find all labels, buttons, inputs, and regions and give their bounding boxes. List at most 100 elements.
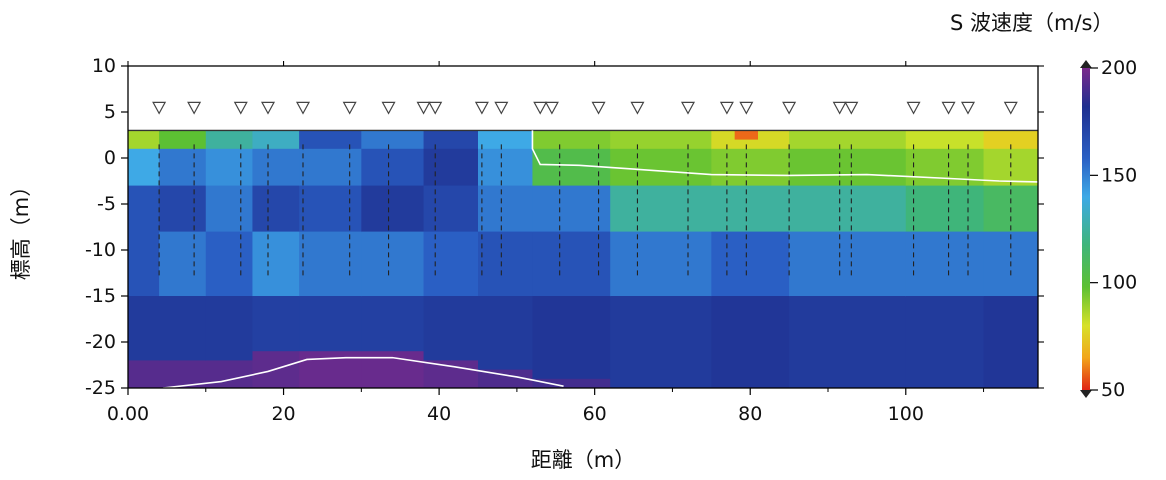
plot-overlays: [128, 101, 1039, 389]
velocity-cell: [299, 351, 362, 388]
receiver-marker: [381, 101, 396, 115]
receiver-marker: [941, 101, 956, 115]
velocity-cell: [299, 231, 362, 297]
velocity-cell: [252, 351, 300, 388]
velocity-cell: [205, 130, 254, 150]
velocity-cell: [478, 369, 534, 388]
velocity-cell: [128, 148, 160, 187]
receiver-marker: [906, 101, 921, 115]
y-tick-label: -10: [85, 239, 116, 261]
x-axis-title: 距離（m）: [531, 448, 635, 472]
velocity-cell: [532, 296, 611, 380]
velocity-cell: [252, 296, 300, 352]
velocity-cell: [361, 130, 425, 150]
receiver-marker: [832, 101, 847, 115]
x-tick-label: 80: [738, 403, 762, 425]
colorbar-bottom-arrow: [1080, 390, 1092, 398]
receiver-marker: [680, 101, 696, 115]
receiver-marker: [187, 101, 202, 115]
velocity-cell: [711, 148, 790, 187]
receiver-marker: [782, 101, 797, 115]
velocity-cell: [789, 231, 907, 297]
x-tick-label: 100: [888, 403, 924, 425]
velocity-cell: [478, 130, 534, 150]
receiver-marker: [1003, 101, 1018, 115]
velocity-cell: [532, 378, 611, 388]
velocity-cell: [299, 296, 362, 352]
velocity-cell: [252, 148, 300, 187]
velocity-cell: [299, 148, 362, 187]
y-axis-title: 標高（m）: [9, 176, 33, 280]
velocity-cell: [905, 148, 985, 187]
receiver-marker: [591, 101, 606, 115]
velocity-cell: [423, 360, 479, 388]
plot-frame: [127, 65, 1039, 389]
velocity-cell: [789, 148, 907, 187]
axes: 0.00 20 40 60 80 100 10 5 0 -5 -10 -15 -20 -25: [85, 55, 1044, 425]
velocity-cell: [128, 360, 160, 388]
receiver-marker: [233, 101, 248, 115]
velocity-cell: [252, 185, 300, 233]
velocity-cell: [905, 296, 985, 388]
velocity-cell: [361, 185, 425, 233]
velocity-cell: [789, 185, 907, 233]
velocity-cell: [159, 231, 207, 297]
velocity-cell: [128, 130, 160, 150]
y-tick-label: 5: [104, 101, 116, 123]
velocity-cell: [423, 130, 479, 150]
colorbar: S 波速度（m/s） 200 150 100 50: [950, 11, 1137, 401]
velocity-cell: [983, 130, 1038, 150]
velocity-cell: [299, 130, 362, 150]
velocity-cell: [789, 130, 907, 150]
colorbar-gradient: [1082, 68, 1090, 390]
velocity-cell: [159, 296, 207, 361]
receiver-marker: [428, 101, 443, 115]
velocity-cell: [532, 130, 611, 150]
velocity-cell: [789, 296, 907, 388]
receiver-marker: [630, 101, 645, 115]
receiver-marker: [260, 101, 276, 115]
velocity-cell: [711, 185, 790, 233]
velocity-cell: [478, 231, 534, 297]
velocity-cell: [205, 185, 254, 233]
velocity-cell: [532, 148, 611, 187]
x-tick-label: 40: [427, 403, 451, 425]
velocity-cell: [610, 130, 712, 150]
velocity-cell: [532, 185, 611, 233]
y-tick-label: -15: [85, 285, 116, 307]
velocity-cell: [159, 130, 207, 150]
velocity-cell: [711, 296, 790, 388]
x-tick-label: 60: [583, 403, 607, 425]
receiver-marker: [960, 101, 976, 115]
velocity-cell: [128, 185, 160, 297]
velocity-cell: [610, 148, 712, 187]
velocity-cell: [361, 351, 425, 388]
colorbar-ticks: 200 150 100 50: [1090, 57, 1137, 401]
velocity-cell: [205, 360, 254, 388]
receiver-marker: [494, 101, 509, 115]
velocity-cell: [205, 231, 254, 297]
receiver-marker: [719, 101, 734, 115]
y-tick-label: 10: [92, 55, 116, 77]
y-tick-label: 0: [104, 147, 116, 169]
colorbar-top-arrow: [1080, 60, 1092, 68]
velocity-contour-100: [531, 130, 1039, 183]
receiver-marker: [739, 101, 754, 115]
colorbar-tick-label: 100: [1101, 272, 1137, 294]
velocity-cell: [610, 296, 712, 388]
receiver-marker: [295, 101, 311, 115]
receiver-marker: [844, 101, 859, 115]
y-tick-label: -5: [97, 193, 116, 215]
velocity-cell: [478, 296, 534, 371]
y-tick-label: -25: [85, 377, 116, 399]
velocity-contour-150: [162, 356, 564, 389]
y-tick-label: -20: [85, 331, 116, 353]
velocity-cell: [423, 296, 479, 361]
velocity-cell: [610, 231, 712, 297]
velocity-cell: [478, 185, 534, 233]
velocity-cell: [205, 296, 254, 361]
colorbar-tick-label: 150: [1101, 164, 1137, 186]
velocity-cell: [252, 130, 300, 150]
receiver-marker: [474, 101, 489, 115]
